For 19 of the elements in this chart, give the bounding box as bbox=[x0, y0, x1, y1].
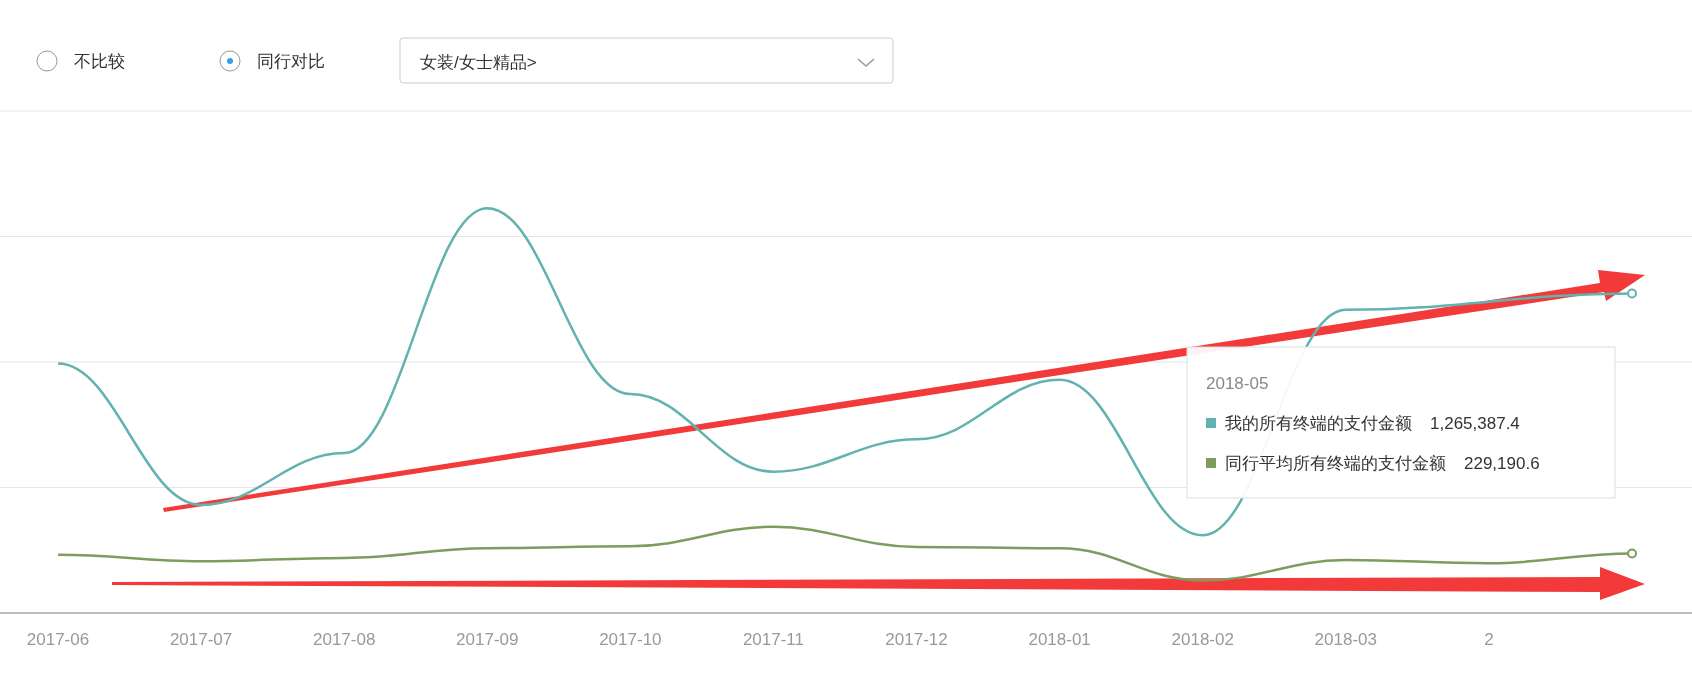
x-tick-label: 2017-12 bbox=[885, 630, 948, 649]
legend-label: 我的所有终端的支付金额 bbox=[1225, 414, 1412, 433]
x-tick-label: 2018-03 bbox=[1314, 630, 1378, 649]
x-tick-label: 2017-10 bbox=[599, 630, 662, 649]
legend-title: 2018-05 bbox=[1206, 374, 1269, 393]
annotation: 1,265,387.4 bbox=[1430, 414, 1520, 433]
x-tick-label: 2017-06 bbox=[26, 630, 90, 649]
annotation: 229,190.6 bbox=[1464, 454, 1540, 473]
x-tick-label: 2 bbox=[1484, 630, 1494, 649]
x-tick-label: 2017-09 bbox=[456, 630, 519, 649]
text: 同行对比 bbox=[257, 52, 325, 71]
text: 女装/女士精品> bbox=[420, 53, 537, 72]
x-tick-label: 2017-07 bbox=[169, 630, 233, 649]
legend-label: 同行平均所有终端的支付金额 bbox=[1225, 454, 1446, 473]
x-tick-label: 2017-08 bbox=[312, 630, 376, 649]
x-tick-label: 2017-11 bbox=[742, 630, 805, 649]
x-tick-label: 2018-02 bbox=[1171, 630, 1234, 649]
text: 不比较 bbox=[74, 52, 125, 71]
x-tick-label: 2018-01 bbox=[1028, 630, 1091, 649]
